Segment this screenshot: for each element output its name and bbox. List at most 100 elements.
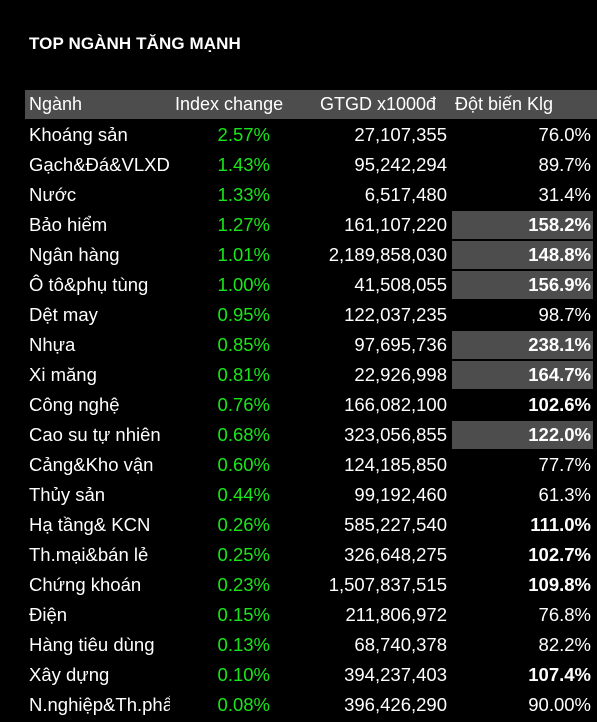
table-row: Công nghệ 0.76% 166,082,100 102.6% [0, 390, 597, 420]
table-header: Ngành Index change GTGD x1000đ Đột biến … [25, 90, 597, 119]
volume-spike-cell: 238.1% [528, 334, 591, 355]
table-row: Thủy sản 0.44% 99,192,460 61.3% [0, 480, 597, 510]
volume-spike-cell: 158.2% [528, 214, 591, 235]
table-body: Khoáng sản 2.57% 27,107,355 76.0% Gạch&Đá&VL… [0, 120, 597, 720]
table-row: Cảng&Kho vận 0.60% 124,185,850 77.7% [0, 450, 597, 480]
trading-value-cell: 27,107,355 [354, 124, 447, 145]
volume-spike-cell: 164.7% [528, 364, 591, 385]
index-change-cell: 1.01% [217, 244, 270, 265]
volume-spike-cell: 107.4% [528, 664, 591, 685]
trading-value-cell: 95,242,294 [354, 154, 447, 175]
table-row: Xây dựng 0.10% 394,237,403 107.4% [0, 660, 597, 690]
table-row: Nhựa 0.85% 97,695,736 238.1% [0, 330, 597, 360]
trading-value-cell: 99,192,460 [354, 484, 447, 505]
trading-value-cell: 585,227,540 [344, 514, 447, 535]
trading-value-cell: 41,508,055 [354, 274, 447, 295]
table-row: Chứng khoán 0.23% 1,507,837,515 109.8% [0, 570, 597, 600]
sector-cell: Điện [29, 604, 68, 625]
column-header-spike: Đột biến Klg [455, 94, 554, 114]
sector-cell: Th.mại&bán lẻ [29, 544, 149, 565]
index-change-cell: 0.81% [217, 364, 270, 385]
sector-cell: N.nghiệp&Th.phẩm [29, 694, 170, 715]
index-change-cell: 1.43% [217, 154, 270, 175]
index-change-cell: 1.33% [217, 184, 270, 205]
trading-value-cell: 1,507,837,515 [328, 574, 447, 595]
table-row: Điện 0.15% 211,806,972 76.8% [0, 600, 597, 630]
index-change-cell: 0.08% [217, 694, 270, 715]
index-change-cell: 0.23% [217, 574, 270, 595]
volume-spike-cell: 82.2% [538, 634, 591, 655]
trading-value-cell: 124,185,850 [344, 454, 447, 475]
sector-cell: Khoáng sản [29, 124, 128, 145]
index-change-cell: 0.95% [217, 304, 270, 325]
table-row: Hạ tầng& KCN 0.26% 585,227,540 111.0% [0, 510, 597, 540]
sector-cell: Nhựa [29, 334, 76, 355]
table-row: N.nghiệp&Th.phẩm 0.08% 396,426,290 90.00% [0, 690, 597, 720]
volume-spike-cell: 109.8% [528, 574, 591, 595]
table-row: Hàng tiêu dùng 0.13% 68,740,378 82.2% [0, 630, 597, 660]
volume-spike-cell: 102.6% [528, 394, 591, 415]
page-title: TOP NGÀNH TĂNG MẠNH [29, 34, 241, 53]
volume-spike-cell: 98.7% [538, 304, 591, 325]
column-header-index-change: Index change [175, 94, 284, 114]
index-change-cell: 1.27% [217, 214, 270, 235]
volume-spike-cell: 148.8% [528, 244, 591, 265]
sector-cell: Ngân hàng [29, 244, 120, 265]
sector-cell: Xi măng [29, 364, 97, 385]
volume-spike-cell: 76.8% [538, 604, 591, 625]
volume-spike-cell: 122.0% [528, 424, 591, 445]
spike-highlight-bg [452, 361, 593, 389]
spike-highlight-bg [452, 331, 593, 359]
volume-spike-cell: 111.0% [530, 514, 591, 535]
table-row: Nước 1.33% 6,517,480 31.4% [0, 180, 597, 210]
volume-spike-cell: 89.7% [538, 154, 591, 175]
volume-spike-cell: 31.4% [538, 184, 591, 205]
sector-cell: Ô tô&phụ tùng [29, 274, 149, 295]
index-change-cell: 0.85% [217, 334, 270, 355]
volume-spike-cell: 90.00% [528, 694, 591, 715]
column-header-value: GTGD x1000đ [320, 94, 437, 114]
trading-value-cell: 323,056,855 [344, 424, 447, 445]
index-change-cell: 1.00% [217, 274, 270, 295]
spike-highlight-bg [452, 211, 593, 239]
column-header-sector: Ngành [29, 94, 83, 114]
index-change-cell: 0.26% [217, 514, 270, 535]
sector-cell: Xây dựng [29, 664, 110, 685]
table-row: Ô tô&phụ tùng 1.00% 41,508,055 156.9% [0, 270, 597, 300]
volume-spike-cell: 102.7% [528, 544, 591, 565]
sector-cell: Gạch&Đá&VLXD [29, 154, 170, 175]
trading-value-cell: 122,037,235 [344, 304, 447, 325]
trading-value-cell: 6,517,480 [364, 184, 447, 205]
volume-spike-cell: 61.3% [538, 484, 591, 505]
index-change-cell: 0.68% [217, 424, 270, 445]
sector-cell: Hàng tiêu dùng [29, 634, 155, 655]
index-change-cell: 0.60% [217, 454, 270, 475]
index-change-cell: 0.25% [217, 544, 270, 565]
spike-highlight-bg [452, 421, 593, 449]
table-row: Dệt may 0.95% 122,037,235 98.7% [0, 300, 597, 330]
index-change-cell: 0.15% [217, 604, 270, 625]
trading-value-cell: 2,189,858,030 [328, 244, 447, 265]
volume-spike-cell: 77.7% [538, 454, 591, 475]
sector-cell: Bảo hiểm [29, 214, 108, 235]
sector-cell: Hạ tầng& KCN [29, 514, 151, 535]
index-change-cell: 0.10% [217, 664, 270, 685]
index-change-cell: 2.57% [217, 124, 270, 145]
volume-spike-cell: 156.9% [528, 274, 591, 295]
trading-value-cell: 326,648,275 [344, 544, 447, 565]
table-row: Gạch&Đá&VLXD 1.43% 95,242,294 89.7% [0, 150, 597, 180]
table-row: Xi măng 0.81% 22,926,998 164.7% [0, 360, 597, 390]
table-row: Ngân hàng 1.01% 2,189,858,030 148.8% [0, 240, 597, 270]
trading-value-cell: 211,806,972 [345, 604, 447, 625]
trading-value-cell: 22,926,998 [354, 364, 447, 385]
table-row: Bảo hiểm 1.27% 161,107,220 158.2% [0, 210, 597, 240]
trading-value-cell: 166,082,100 [344, 394, 447, 415]
trading-value-cell: 394,237,403 [344, 664, 447, 685]
table-row: Khoáng sản 2.57% 27,107,355 76.0% [0, 120, 597, 150]
volume-spike-cell: 76.0% [538, 124, 591, 145]
sector-cell: Cao su tự nhiên [29, 424, 161, 445]
trading-value-cell: 161,107,220 [344, 214, 447, 235]
index-change-cell: 0.76% [217, 394, 270, 415]
spike-highlight-bg [452, 241, 593, 269]
sector-cell: Dệt may [29, 304, 98, 325]
